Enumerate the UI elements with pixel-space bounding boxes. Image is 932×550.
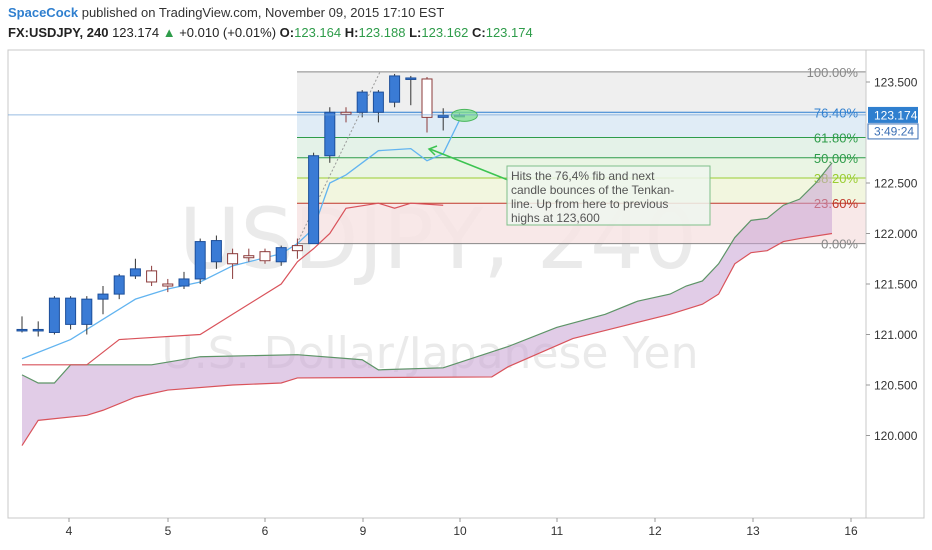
timer-tag-label: 3:49:24 bbox=[874, 124, 914, 138]
candle-body bbox=[32, 328, 44, 332]
y-tick-label: 120.500 bbox=[874, 379, 918, 393]
tenkan-line bbox=[21, 120, 460, 360]
close-value: 123.174 bbox=[485, 25, 533, 40]
candle-body bbox=[113, 275, 125, 295]
candle-body bbox=[194, 241, 206, 280]
fib-zone bbox=[297, 112, 866, 138]
fib-level-label: 50.00% bbox=[814, 151, 859, 166]
ichimoku-cloud bbox=[21, 162, 833, 446]
high-value: 123.188 bbox=[358, 25, 406, 40]
y-tick-label: 121.000 bbox=[874, 328, 918, 342]
candle-body bbox=[48, 297, 60, 333]
cloud-fill bbox=[22, 162, 832, 446]
candle-body bbox=[65, 297, 77, 325]
arrow-head-icon bbox=[427, 145, 438, 156]
publish-info: SpaceCock published on TradingView.com, … bbox=[8, 5, 444, 20]
candle-body bbox=[243, 255, 255, 259]
last-price: 123.174 bbox=[112, 25, 160, 40]
kijun-line bbox=[22, 202, 444, 366]
fib-level-label: 76.40% bbox=[814, 105, 859, 120]
candle-body bbox=[16, 328, 28, 332]
candle-body bbox=[291, 245, 303, 252]
candle-body bbox=[162, 283, 174, 287]
up-arrow-icon: ▲ bbox=[162, 25, 176, 40]
x-tick-label: 12 bbox=[648, 524, 662, 538]
change-value: +0.010 (+0.01%) bbox=[179, 25, 277, 40]
close-label: C: bbox=[472, 25, 486, 40]
candle-body bbox=[405, 77, 417, 80]
senkou-span-b bbox=[21, 232, 833, 446]
open-label: O: bbox=[279, 25, 295, 40]
x-tick-label: 11 bbox=[551, 524, 564, 538]
axes: 120.000 120.500 121.000 121.500 122.000 122.5… bbox=[7, 49, 925, 538]
x-tick-label: 5 bbox=[165, 524, 172, 538]
high-label: H: bbox=[344, 25, 359, 40]
candle-body bbox=[275, 247, 287, 263]
timer-tag bbox=[867, 123, 919, 140]
candle-body bbox=[129, 268, 141, 277]
fib-zone bbox=[297, 137, 866, 158]
ichimoku-lines bbox=[21, 120, 460, 366]
fib-level-label: 61.80% bbox=[814, 131, 859, 146]
candle-body bbox=[356, 91, 368, 113]
candle-body bbox=[146, 270, 158, 283]
fib-level-label: 100.00% bbox=[807, 65, 859, 80]
candle-body bbox=[437, 114, 449, 118]
candle-body bbox=[308, 155, 320, 245]
candle-body bbox=[324, 111, 336, 157]
annotation-box bbox=[506, 165, 711, 226]
annotation-line: candle bounces of the Tenkan- bbox=[511, 183, 674, 197]
candle-body bbox=[210, 240, 222, 263]
candle-body bbox=[178, 278, 190, 287]
x-tick-label: 6 bbox=[262, 524, 269, 538]
fib-level-label: 0.00% bbox=[821, 237, 858, 252]
candle-body bbox=[97, 293, 109, 300]
x-tick-label: 16 bbox=[844, 524, 858, 538]
low-value: 123.162 bbox=[421, 25, 469, 40]
candle-body bbox=[259, 251, 271, 262]
candle-body bbox=[421, 78, 433, 118]
x-tick-label: 10 bbox=[453, 524, 467, 538]
annotation-line: Hits the 76,4% fib and next bbox=[511, 169, 655, 183]
open-value: 123.164 bbox=[294, 25, 342, 40]
candle-body bbox=[389, 75, 401, 103]
x-tick-label: 9 bbox=[360, 524, 367, 538]
price-tag bbox=[868, 106, 918, 123]
annotation-arrow bbox=[429, 148, 509, 181]
candle-body bbox=[372, 91, 384, 113]
symbol-label: FX:USDJPY, 240 bbox=[8, 25, 109, 40]
x-tick-label: 4 bbox=[66, 524, 73, 538]
x-tick-label: 13 bbox=[746, 524, 760, 538]
y-tick-label: 122.500 bbox=[874, 177, 918, 191]
price-tag-label: 123.174 bbox=[874, 108, 918, 122]
ohlc-bar: FX:USDJPY, 240 123.174 ▲ +0.010 (+0.01%)… bbox=[8, 25, 533, 40]
candle-body bbox=[340, 111, 352, 115]
annotation-line: highs at 123,600 bbox=[511, 211, 600, 225]
candle-body bbox=[81, 298, 93, 325]
senkou-span-a bbox=[21, 162, 833, 384]
y-tick-label: 121.500 bbox=[874, 278, 918, 292]
low-label: L: bbox=[409, 25, 422, 40]
author-link[interactable]: SpaceCock bbox=[8, 5, 79, 20]
candle-body bbox=[227, 253, 239, 265]
annotation-line: line. Up from here to previous bbox=[511, 197, 668, 211]
y-tick-label: 120.000 bbox=[874, 429, 918, 443]
y-tick-label: 122.000 bbox=[874, 227, 918, 241]
y-tick-label: 123.500 bbox=[874, 76, 918, 90]
publish-text: published on TradingView.com, November 0… bbox=[81, 5, 445, 20]
